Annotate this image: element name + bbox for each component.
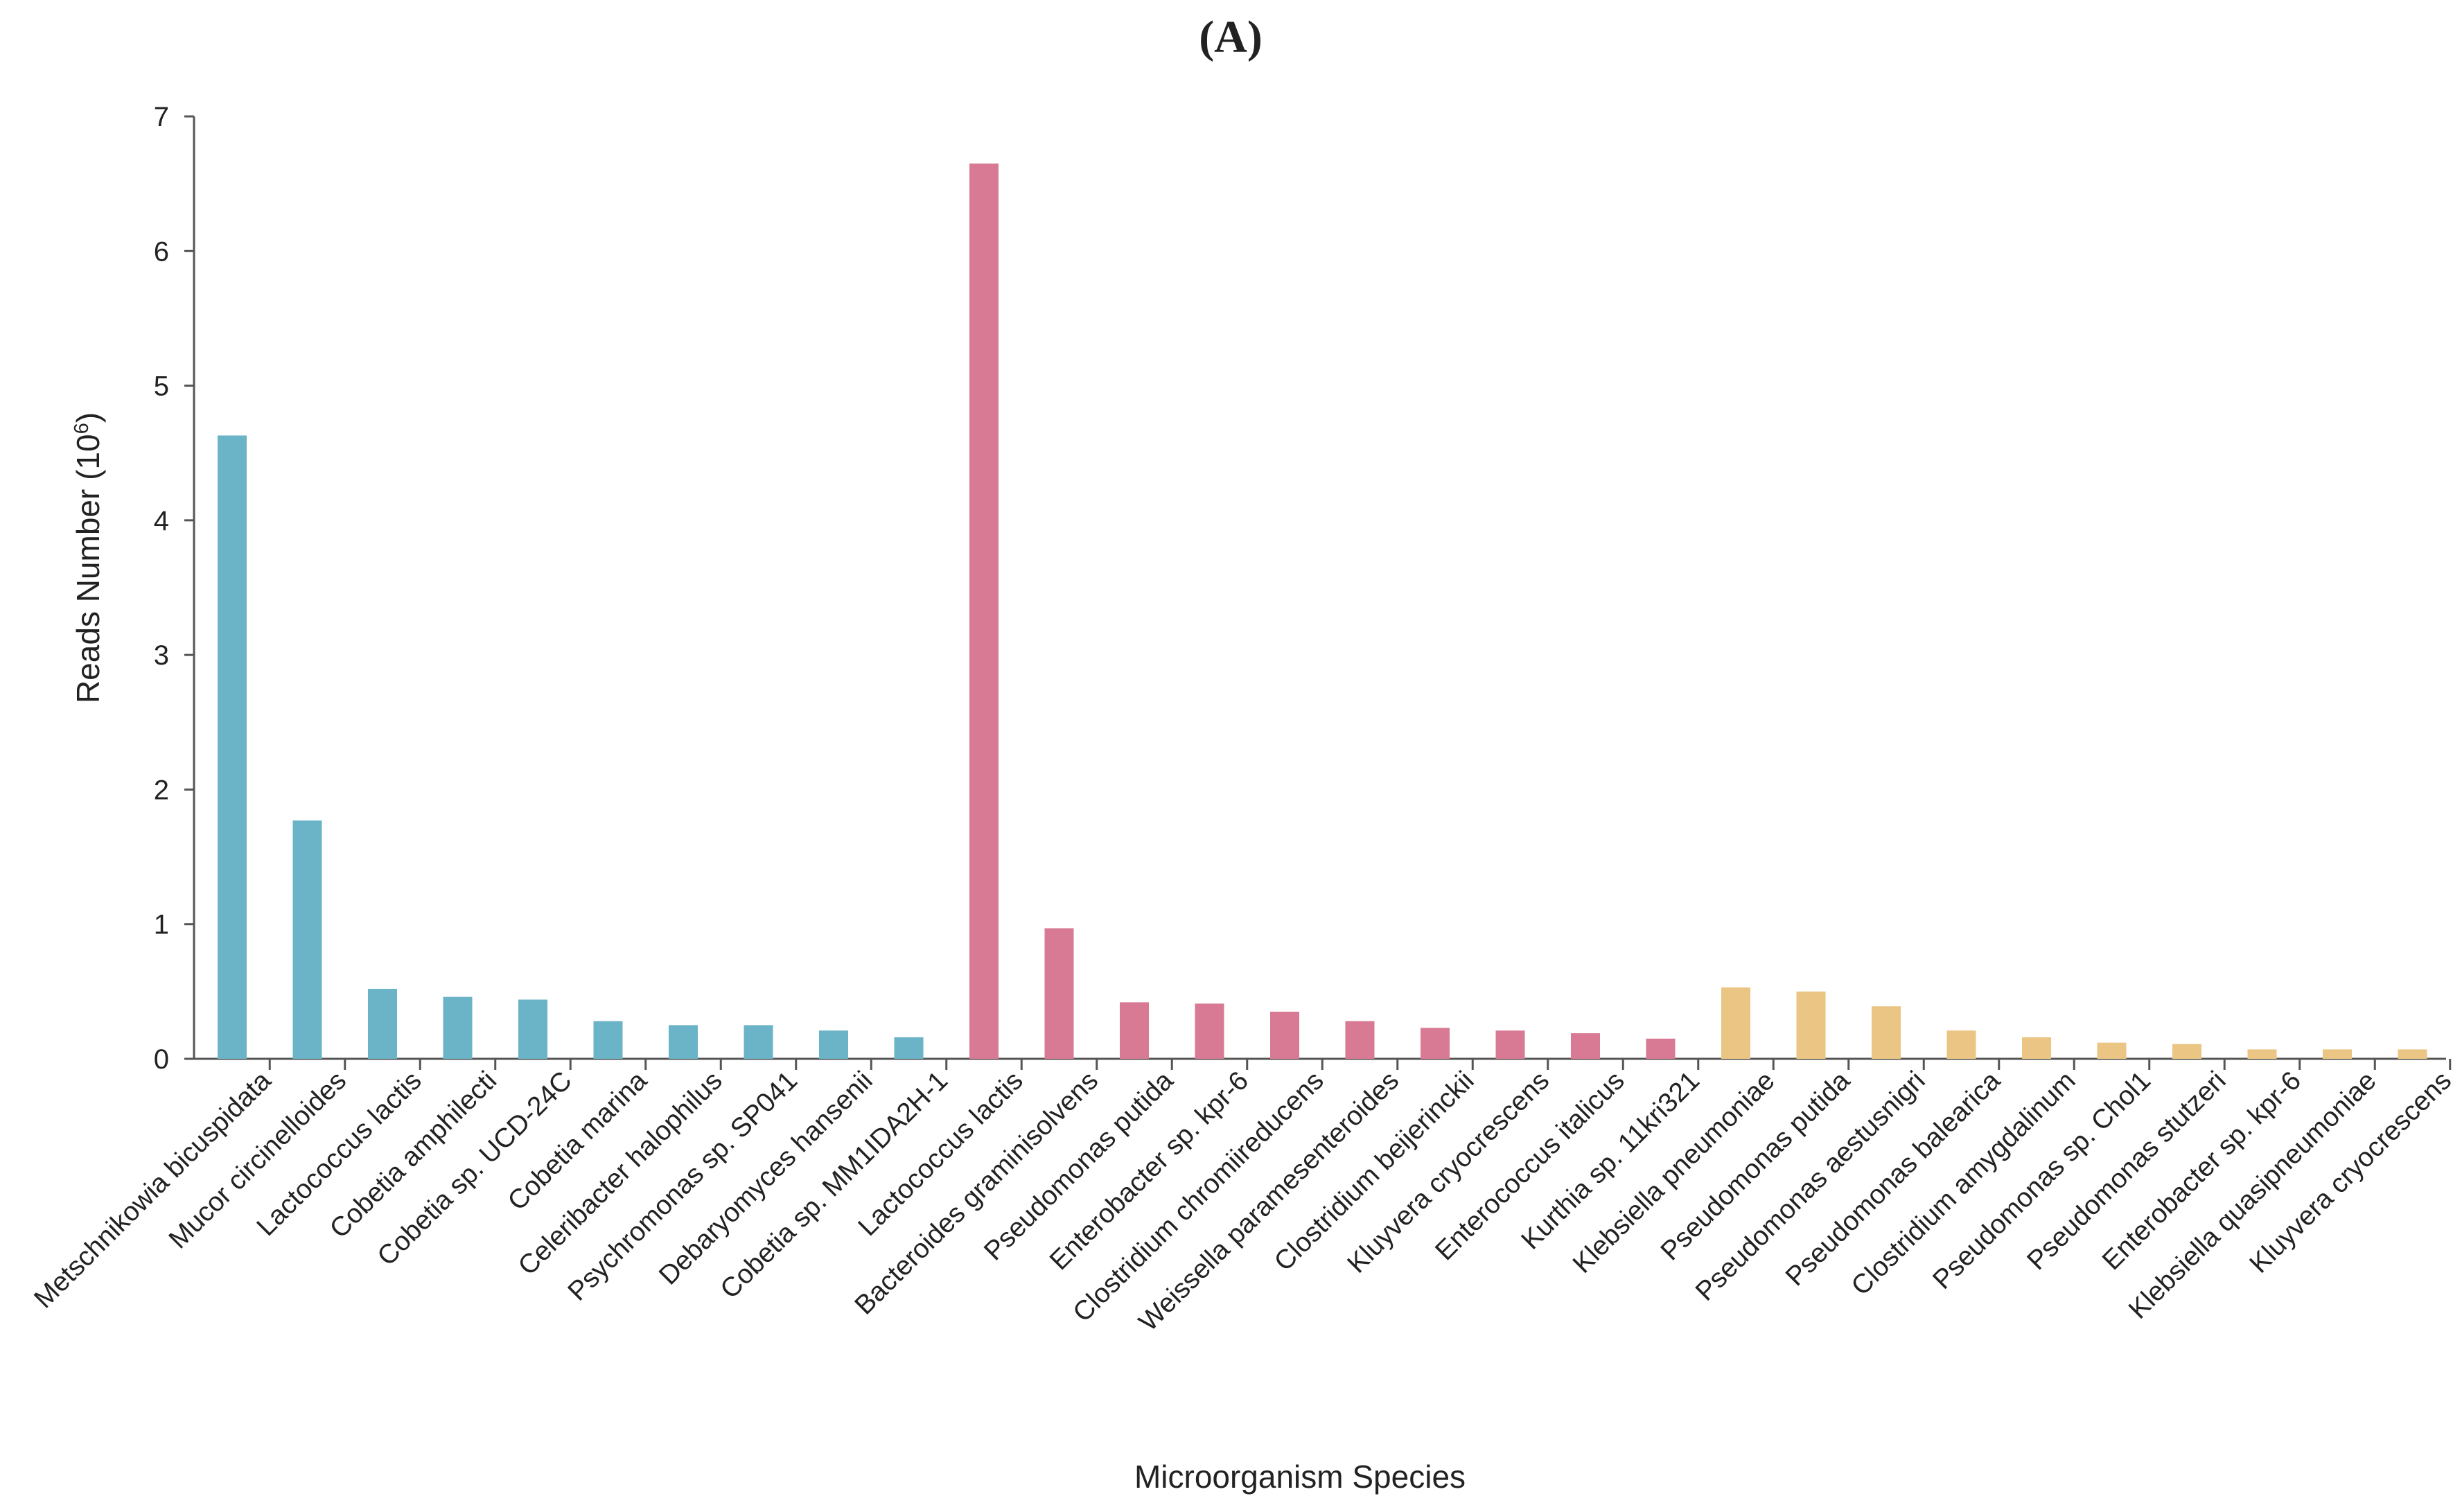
bar	[1044, 928, 1074, 1059]
bar	[819, 1030, 848, 1059]
y-tick-label: 0	[154, 1044, 169, 1075]
y-axis-ticks: 0 1 2 3 4 5 6 7	[154, 102, 194, 1075]
bar	[292, 820, 322, 1059]
x-axis-title: Microorganism Species	[1134, 1459, 1466, 1495]
bar	[2022, 1037, 2051, 1059]
y-axis-title-close: )	[70, 412, 106, 423]
bar	[969, 164, 999, 1059]
bar	[368, 988, 397, 1059]
bar	[518, 999, 547, 1059]
bar	[744, 1025, 773, 1059]
bar	[1721, 987, 1750, 1059]
y-axis-title-exponent: 6	[71, 423, 93, 434]
bar	[894, 1037, 924, 1059]
y-axis-title: Reads Number (106)	[70, 412, 106, 703]
y-tick-label: 4	[154, 506, 169, 536]
bar	[1796, 991, 1826, 1059]
bar	[669, 1025, 698, 1059]
bar	[1345, 1021, 1375, 1059]
bar	[2172, 1044, 2201, 1059]
y-tick-label: 7	[154, 102, 169, 132]
bar	[1495, 1030, 1525, 1059]
bar	[2097, 1042, 2127, 1059]
y-axis-title-main: Reads Number (10	[70, 434, 106, 703]
y-tick-label: 5	[154, 371, 169, 402]
bar	[1946, 1030, 1976, 1059]
bar	[2323, 1049, 2352, 1059]
bar	[1646, 1038, 1676, 1059]
bars	[218, 164, 2427, 1059]
bar	[443, 996, 473, 1059]
y-tick-label: 6	[154, 236, 169, 267]
y-tick-label: 2	[154, 775, 169, 805]
bar	[1872, 1006, 1901, 1059]
x-tick-label: Cobetia marina	[502, 1066, 653, 1217]
bar	[2398, 1049, 2427, 1059]
bar	[2247, 1049, 2277, 1059]
y-tick-label: 1	[154, 910, 169, 940]
bar	[1120, 1002, 1149, 1059]
y-tick-label: 3	[154, 640, 169, 671]
bar	[1195, 1003, 1224, 1059]
bar	[1270, 1012, 1299, 1059]
bar	[1571, 1033, 1600, 1059]
panel-label: (A)	[1199, 12, 1263, 62]
bar	[218, 435, 247, 1059]
bar	[593, 1021, 623, 1059]
bar	[1421, 1028, 1450, 1059]
